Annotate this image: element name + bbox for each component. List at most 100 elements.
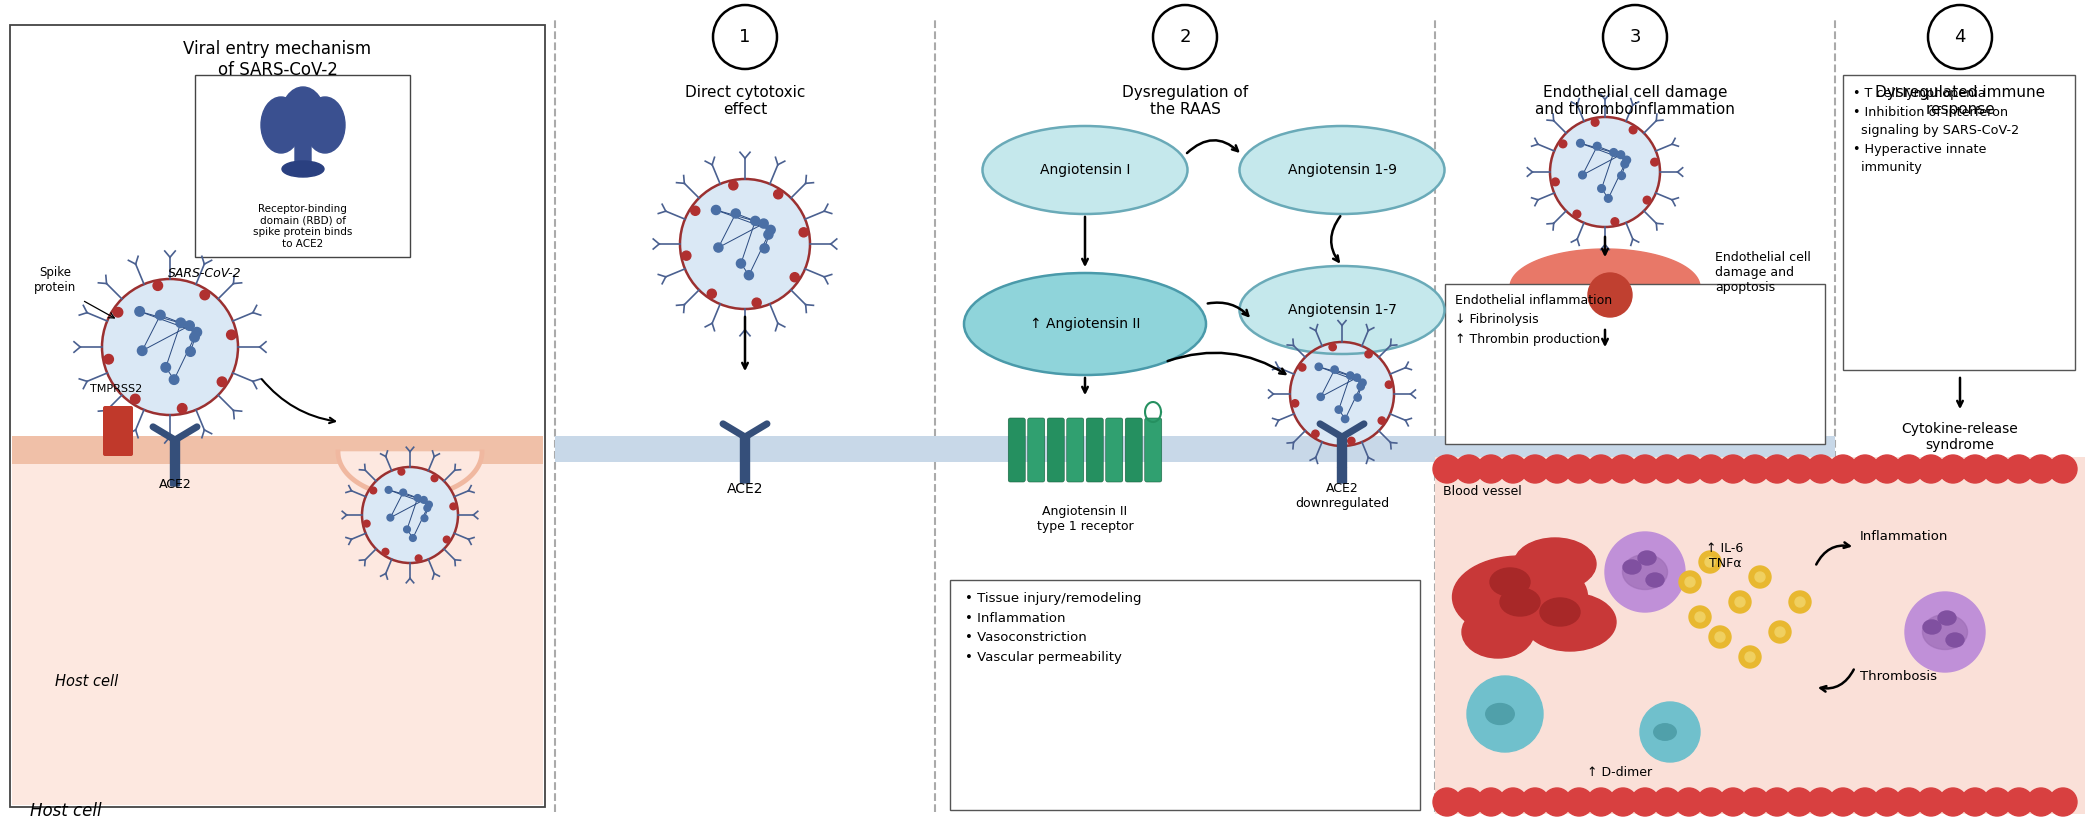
Circle shape <box>1983 788 2012 816</box>
Circle shape <box>1366 350 1372 358</box>
Circle shape <box>1939 788 1966 816</box>
Circle shape <box>2050 455 2077 483</box>
Circle shape <box>1872 788 1902 816</box>
Circle shape <box>1939 455 1966 483</box>
Circle shape <box>765 225 776 235</box>
Circle shape <box>131 394 140 404</box>
Circle shape <box>421 497 427 503</box>
Circle shape <box>707 290 717 298</box>
Circle shape <box>1432 455 1462 483</box>
Ellipse shape <box>1487 704 1514 725</box>
FancyBboxPatch shape <box>555 436 1835 462</box>
Circle shape <box>1678 571 1701 593</box>
FancyBboxPatch shape <box>1434 457 2085 814</box>
Ellipse shape <box>982 126 1188 214</box>
Circle shape <box>1318 394 1324 400</box>
Circle shape <box>1651 158 1658 166</box>
FancyBboxPatch shape <box>1336 436 1347 483</box>
Circle shape <box>1572 210 1580 218</box>
Circle shape <box>138 346 146 355</box>
Circle shape <box>398 468 404 475</box>
Circle shape <box>1543 455 1570 483</box>
Circle shape <box>1499 788 1526 816</box>
Circle shape <box>1341 415 1349 423</box>
Circle shape <box>1718 455 1747 483</box>
Text: 1: 1 <box>740 28 751 46</box>
Circle shape <box>730 181 738 190</box>
Text: Host cell: Host cell <box>54 675 119 690</box>
Text: Viral entry mechanism
of SARS-CoV-2: Viral entry mechanism of SARS-CoV-2 <box>183 40 371 79</box>
Text: Endothelial cell
damage and
apoptosis: Endothelial cell damage and apoptosis <box>1716 250 1812 294</box>
Text: Angiotensin 1-9: Angiotensin 1-9 <box>1289 163 1397 177</box>
FancyBboxPatch shape <box>1068 418 1084 482</box>
Circle shape <box>1291 342 1395 446</box>
Ellipse shape <box>1653 724 1676 740</box>
Text: 2: 2 <box>1180 28 1191 46</box>
Circle shape <box>736 259 746 268</box>
Ellipse shape <box>1922 620 1941 634</box>
Circle shape <box>1653 788 1681 816</box>
Circle shape <box>186 347 196 356</box>
Circle shape <box>1851 455 1879 483</box>
Ellipse shape <box>1541 598 1580 626</box>
Circle shape <box>759 219 767 228</box>
Circle shape <box>217 377 227 387</box>
FancyBboxPatch shape <box>171 439 179 486</box>
Circle shape <box>1697 788 1724 816</box>
Text: Endothelial cell damage
and thromboinflammation: Endothelial cell damage and thromboinfla… <box>1535 85 1735 117</box>
Text: Spike
protein: Spike protein <box>33 266 77 294</box>
Circle shape <box>1299 364 1305 371</box>
Text: • Tissue injury/remodeling
• Inflammation
• Vasoconstriction
• Vascular permeabi: • Tissue injury/remodeling • Inflammatio… <box>965 592 1140 663</box>
Circle shape <box>1764 788 1791 816</box>
Circle shape <box>175 318 186 328</box>
Circle shape <box>200 290 208 300</box>
Text: SARS-CoV-2: SARS-CoV-2 <box>169 267 242 280</box>
Circle shape <box>444 536 450 543</box>
Text: ↑ IL-6
TNFα: ↑ IL-6 TNFα <box>1706 542 1743 570</box>
Circle shape <box>1499 455 1526 483</box>
Circle shape <box>1785 788 1814 816</box>
Circle shape <box>1610 149 1618 156</box>
Circle shape <box>1291 399 1299 407</box>
Text: Thrombosis: Thrombosis <box>1860 671 1937 684</box>
Circle shape <box>369 487 377 494</box>
Ellipse shape <box>1622 554 1668 590</box>
Circle shape <box>1983 455 2012 483</box>
Circle shape <box>1739 646 1762 668</box>
Circle shape <box>1628 126 1637 134</box>
Circle shape <box>432 475 438 482</box>
Circle shape <box>1576 140 1585 147</box>
Circle shape <box>1593 142 1601 150</box>
Circle shape <box>1384 381 1393 389</box>
Circle shape <box>751 216 759 225</box>
Text: Angiotensin II
type 1 receptor: Angiotensin II type 1 receptor <box>1036 505 1134 533</box>
Circle shape <box>1630 788 1660 816</box>
Text: Receptor-binding
domain (RBD) of
spike protein binds
to ACE2: Receptor-binding domain (RBD) of spike p… <box>252 204 352 249</box>
Circle shape <box>1916 455 1945 483</box>
Circle shape <box>169 375 179 384</box>
Circle shape <box>156 310 165 319</box>
Circle shape <box>1653 455 1681 483</box>
Circle shape <box>450 503 457 510</box>
Circle shape <box>1353 394 1362 401</box>
Circle shape <box>152 281 163 290</box>
Circle shape <box>1618 172 1626 180</box>
Circle shape <box>1622 156 1630 164</box>
Circle shape <box>421 515 427 522</box>
Circle shape <box>1851 788 1879 816</box>
Ellipse shape <box>1503 554 1568 600</box>
Circle shape <box>161 363 171 372</box>
Circle shape <box>404 526 411 532</box>
FancyBboxPatch shape <box>294 130 311 170</box>
Circle shape <box>1330 366 1339 374</box>
Ellipse shape <box>1645 573 1664 587</box>
Ellipse shape <box>1453 556 1587 638</box>
Circle shape <box>1749 566 1770 588</box>
FancyBboxPatch shape <box>1105 418 1122 482</box>
Circle shape <box>774 190 782 199</box>
Circle shape <box>2027 788 2056 816</box>
Circle shape <box>1808 788 1835 816</box>
Circle shape <box>1643 196 1651 204</box>
Ellipse shape <box>963 273 1205 375</box>
Ellipse shape <box>1937 611 1956 625</box>
